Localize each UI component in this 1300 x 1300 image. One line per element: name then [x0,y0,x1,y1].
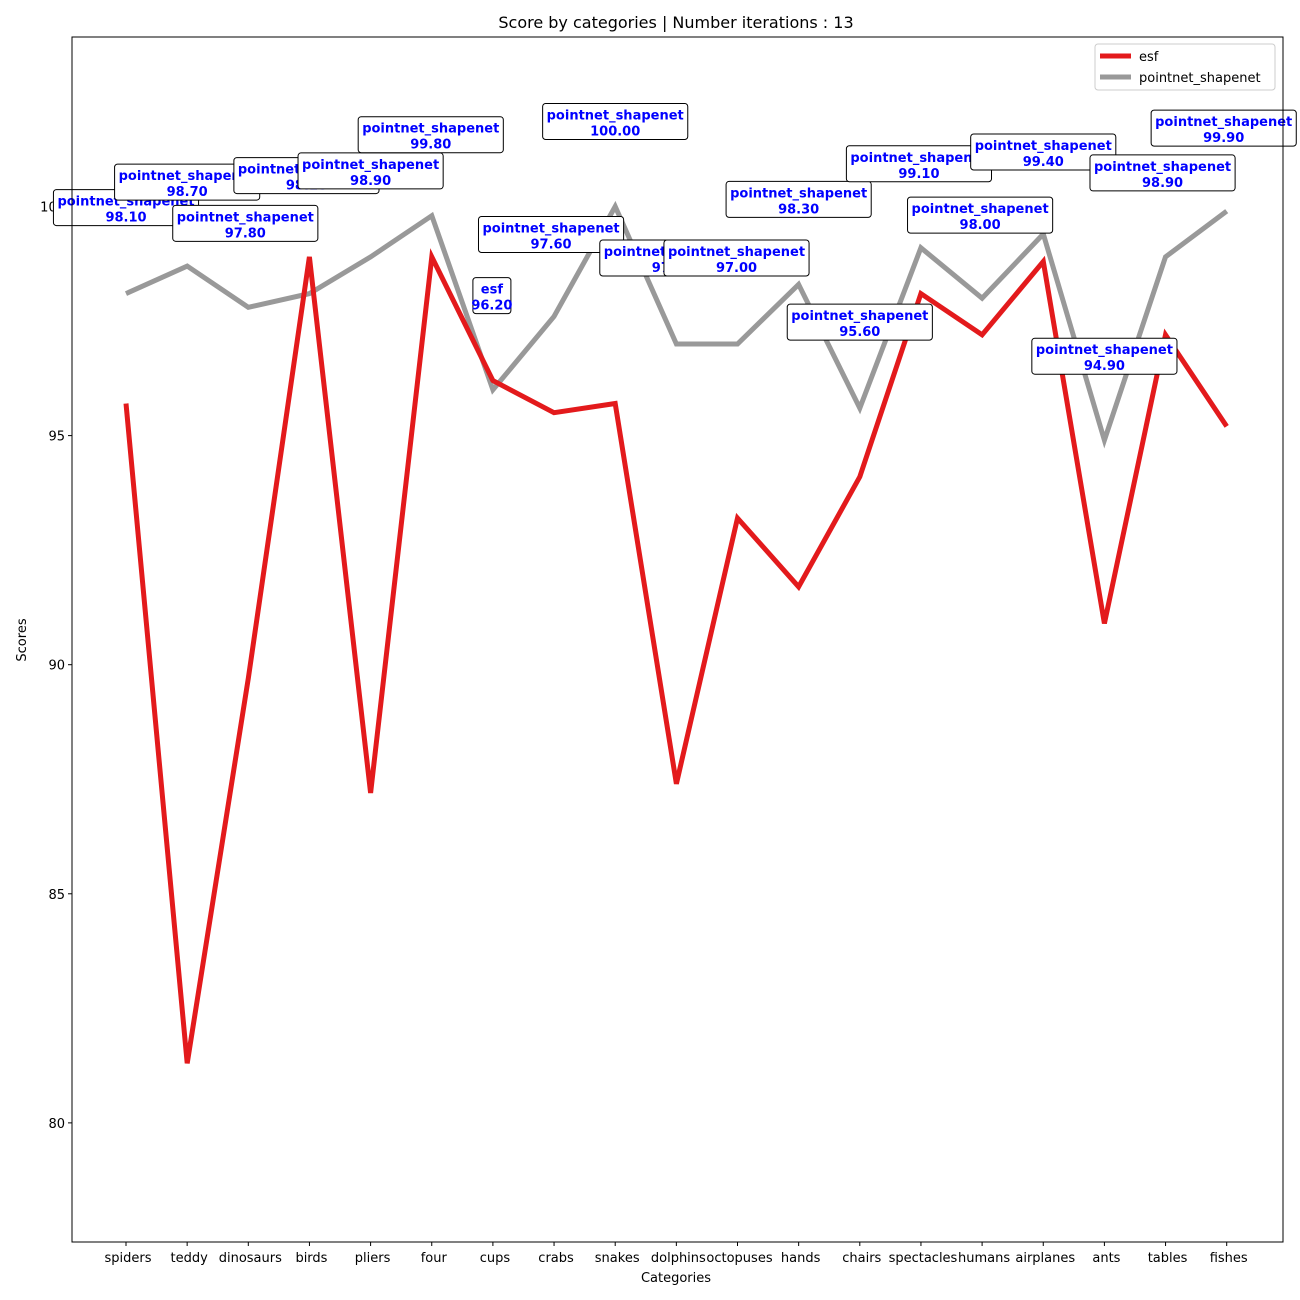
legend-label: pointnet_shapenet [1139,71,1261,86]
series-line-pointnet_shapenet [124,200,1229,449]
x-tick-label: teddy [171,1251,209,1266]
data-label-box [542,103,689,141]
legend: esf pointnet_shapenet [1094,43,1276,91]
y-tick-label: 95 [48,430,65,445]
y-tick-label: 80 [48,1117,65,1132]
data-label-value: 97.00 [716,261,757,276]
data-label-series: pointnet_shapenet [1155,115,1292,130]
x-tick-label: snakes [595,1251,640,1266]
legend-frame [1094,43,1276,91]
x-tick-label: spectacles [889,1251,958,1266]
data-label-series: pointnet_shapenet [547,109,684,124]
data-label-value: 95.60 [839,325,880,340]
data-label-box [907,196,1054,234]
x-tick-label: dinosaurs [219,1251,282,1266]
x-axis-label: Categories [641,1271,711,1286]
data-label-series: pointnet_shapenet [791,309,928,324]
data-label-series: pointnet_shapenet [482,221,619,236]
data-label-box [172,204,319,242]
data-label-box [725,180,872,218]
data-label-series: pointnet_shapenet [668,245,805,260]
data-label-value: 98.90 [1142,176,1183,191]
data-label-value: 98.90 [350,174,391,189]
data-label-series: pointnet_shapenet [119,169,256,184]
data-label-box [472,277,512,315]
data-label-box [663,239,810,277]
data-label-box [786,303,933,341]
data-label-box [1031,337,1178,375]
data-label-series: pointnet_shapenet [912,202,1049,217]
x-tick-label: spiders [104,1251,151,1266]
data-label-value: 99.90 [1203,131,1244,146]
y-axis-label: Scores [15,618,30,661]
data-label-value: 94.90 [1084,359,1125,374]
data-label-value: 99.40 [1023,155,1064,170]
series-line-esf [123,248,1229,1064]
data-label-series: pointnet_shapenet [850,151,987,166]
data-label-value: 99.80 [410,138,451,153]
data-label-value: 100.00 [590,125,640,140]
x-tick-label: pliers [355,1251,391,1266]
x-tick-label: cups [480,1251,511,1266]
x-tick-label: fishes [1210,1251,1248,1266]
chart-title: Score by categories | Number iterations … [498,13,853,32]
data-label-series: pointnet_shapenet [302,158,439,173]
data-label-value: 98.30 [778,202,819,217]
x-tick-label: chairs [842,1251,881,1266]
data-label-series: pointnet_shapenet [177,210,314,225]
data-label-series: pointnet_shapenet [1036,343,1173,358]
x-tick-label: dolphins [651,1251,706,1266]
data-label-value: 98.00 [960,218,1001,233]
data-label-value: 96.20 [471,299,512,314]
x-tick-label: ants [1092,1251,1120,1266]
annotation-layer: pointnet_shapenet98.10pointnet_shapenet9… [52,103,1297,375]
data-label-series: pointnet_shapenet [1094,160,1231,175]
y-tick-label: 85 [48,888,65,903]
data-label-value: 97.80 [225,226,266,241]
data-label-box [970,133,1117,171]
x-tick-label: crabs [538,1251,574,1266]
x-tick-label: hands [781,1251,821,1266]
data-label-box [1150,109,1297,147]
data-label-series: pointnet_shapenet [362,122,499,137]
data-label-value: 98.70 [167,185,208,200]
data-label-box [477,215,625,253]
plot-frame [71,36,1284,1243]
x-tick-label: four [421,1251,448,1266]
data-label-series: pointnet_shapenet [730,186,867,201]
y-tick-label: 90 [48,659,65,674]
x-tick-label: humans [958,1251,1010,1266]
legend-label: esf [1139,50,1159,65]
data-label-series: pointnet_shapenet [975,139,1112,154]
data-label-box [1089,154,1236,192]
data-label-value: 99.10 [898,167,939,182]
data-label-series: esf [481,283,504,298]
x-tick-label: octopuses [706,1251,772,1266]
x-tick-label: birds [295,1251,327,1266]
x-tick-label: tables [1148,1251,1188,1266]
data-label-value: 98.10 [105,211,146,226]
data-label-box [357,116,504,154]
x-tick-label: airplanes [1015,1251,1075,1266]
data-label-value: 97.60 [530,237,571,252]
